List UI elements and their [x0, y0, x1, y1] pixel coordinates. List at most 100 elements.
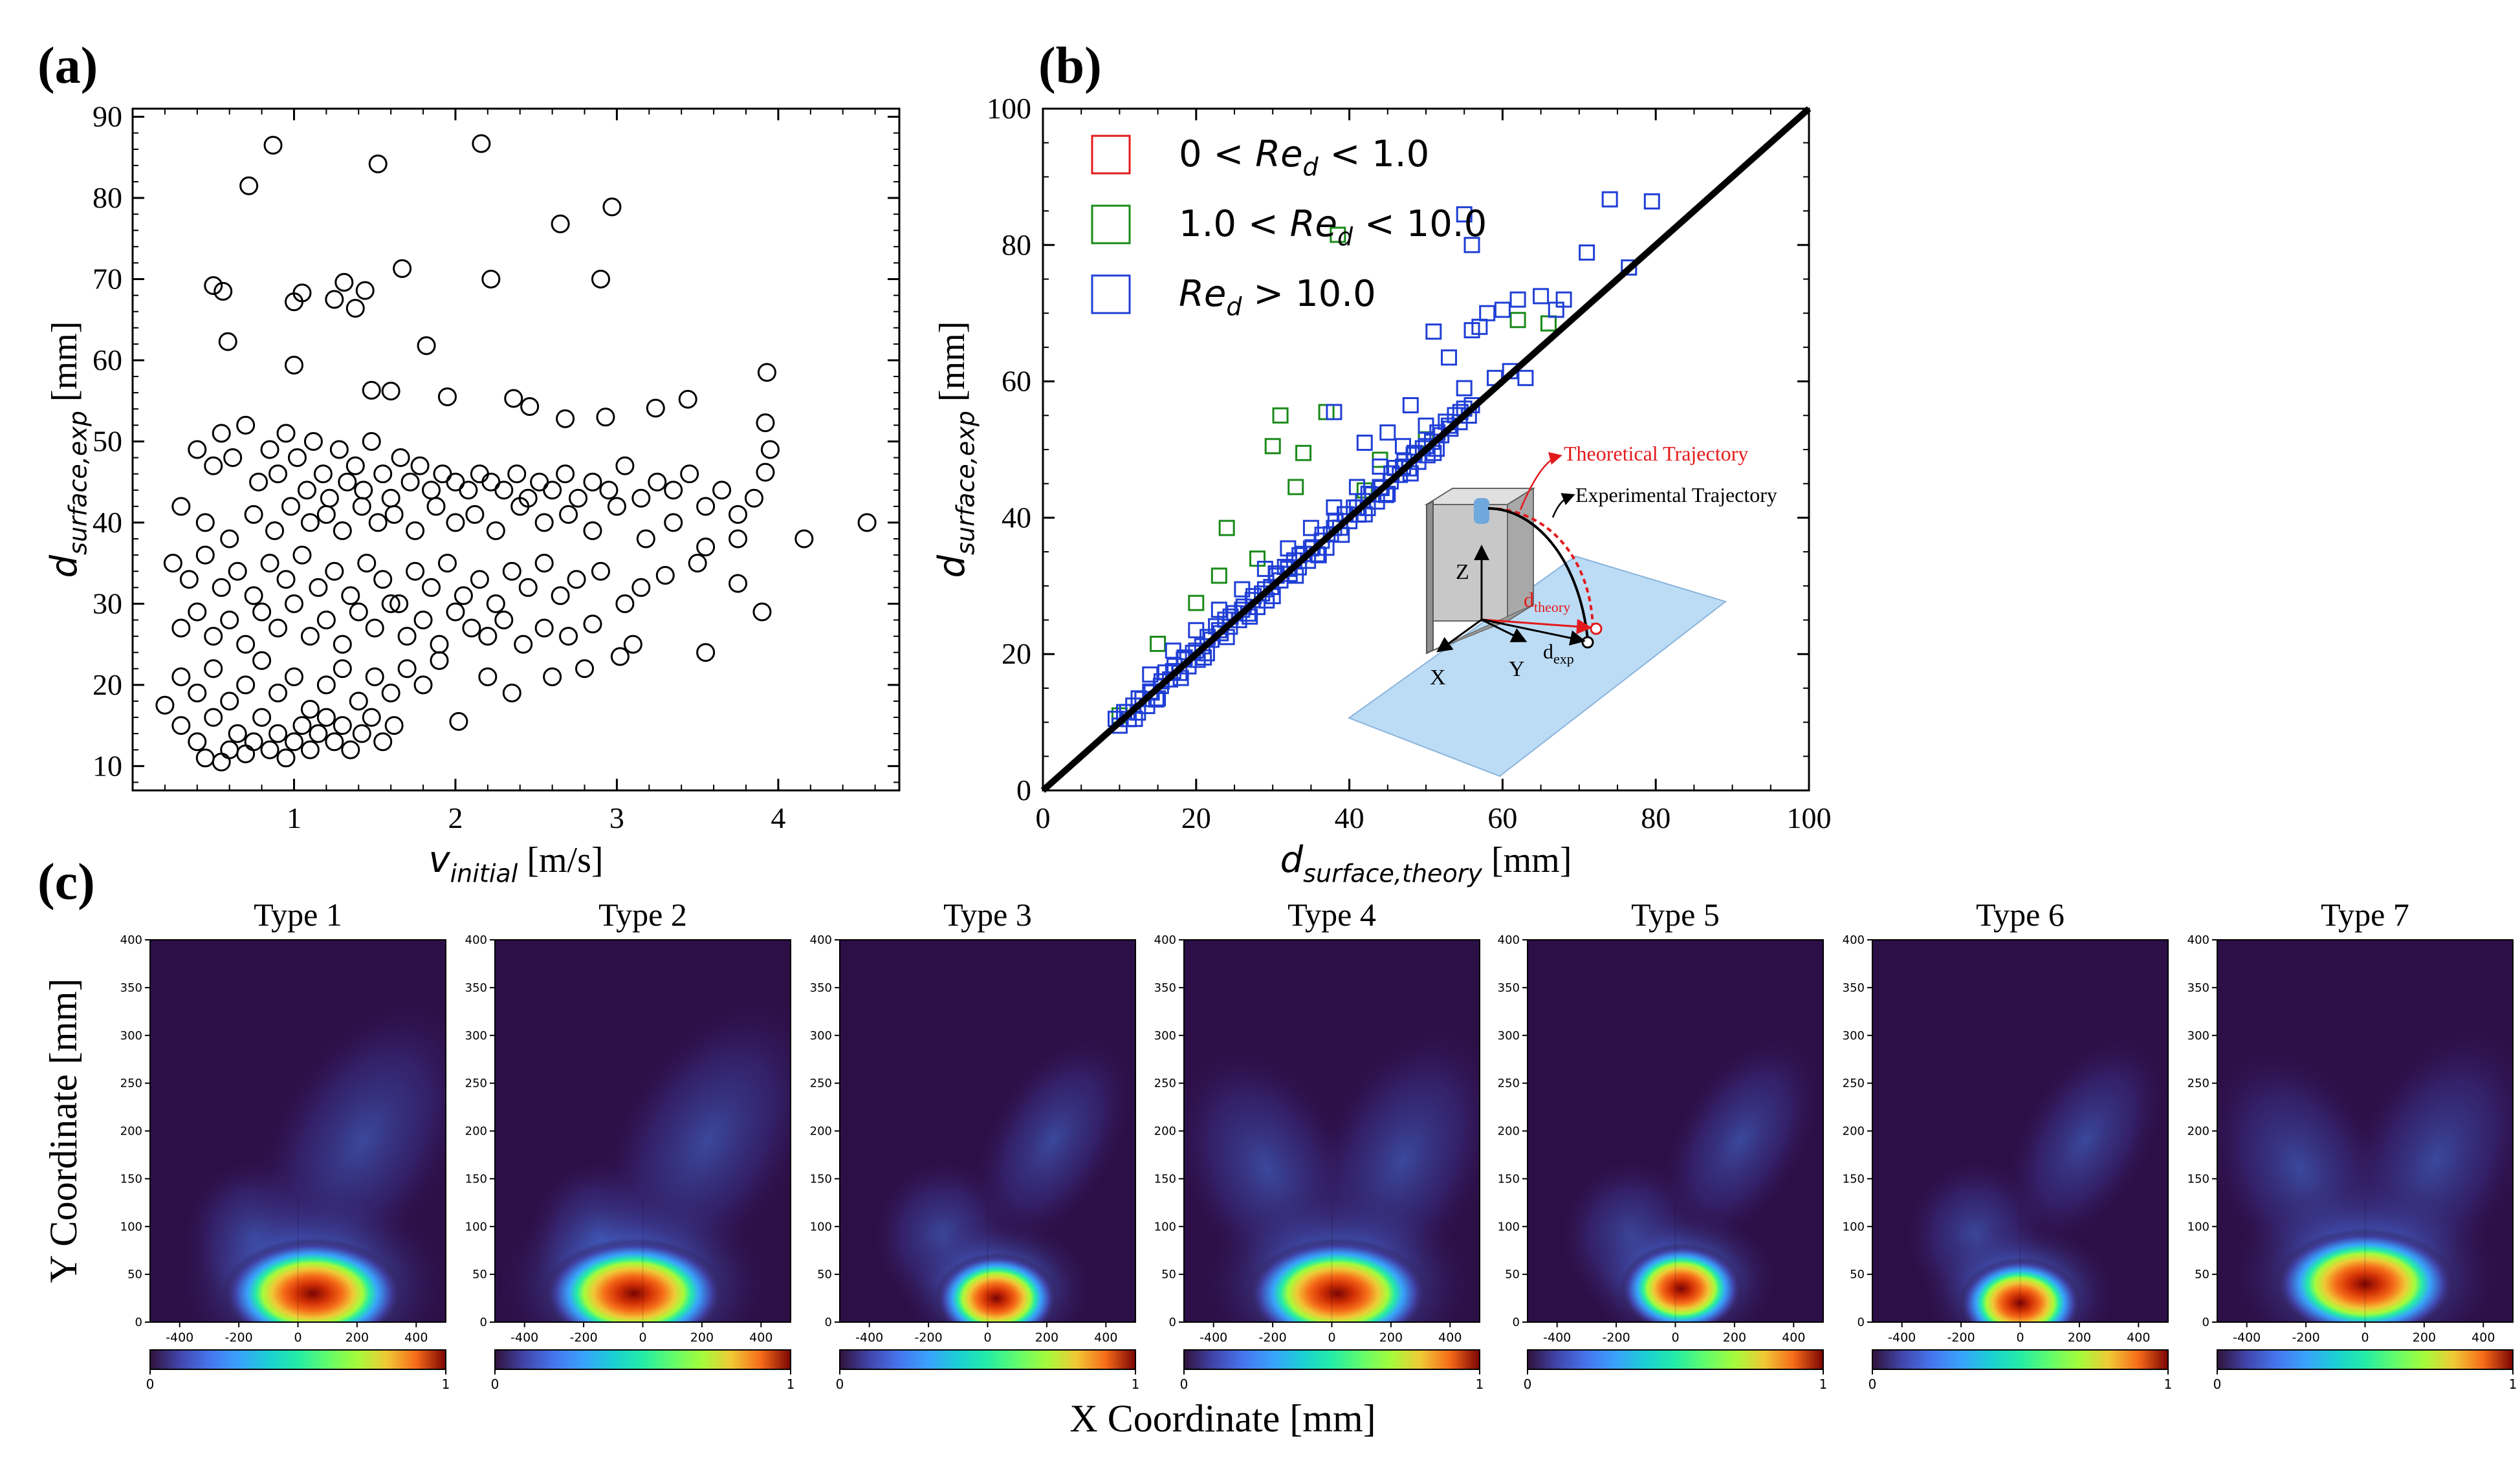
data-point — [188, 683, 207, 702]
data-point — [631, 488, 651, 508]
data-point — [325, 732, 344, 752]
y-tick-label: 90 — [93, 100, 122, 133]
y-tick-label: 100 — [1843, 1220, 1865, 1233]
y-tick-label: 40 — [93, 506, 122, 539]
data-point — [1211, 567, 1227, 584]
y-tick-label: 200 — [2187, 1125, 2209, 1138]
panel-label-c: (c) — [38, 854, 95, 911]
data-point — [1188, 594, 1205, 611]
data-point — [345, 299, 365, 318]
data-point — [220, 611, 239, 629]
data-point — [567, 570, 586, 589]
theoretical-landing-point — [1590, 622, 1603, 635]
data-point — [596, 408, 615, 427]
x-tick-label: 200 — [1379, 1331, 1403, 1345]
data-point — [1142, 666, 1159, 683]
data-point — [1302, 519, 1319, 536]
data-point — [195, 513, 215, 532]
data-point — [252, 651, 272, 670]
data-point — [214, 281, 233, 301]
x-tick-label: 400 — [2471, 1331, 2495, 1345]
data-point — [300, 740, 320, 759]
data-point — [1272, 407, 1289, 424]
y-tick-label: 400 — [1843, 933, 1865, 947]
heatmap-title: Type 5 — [1631, 896, 1720, 933]
data-point — [470, 570, 489, 589]
data-point — [333, 521, 352, 540]
data-point — [220, 740, 239, 759]
data-point — [300, 627, 320, 646]
y-tick-label: 150 — [1843, 1172, 1865, 1186]
data-point — [381, 594, 400, 613]
data-point — [292, 283, 312, 303]
data-point — [514, 635, 533, 654]
x-tick-label: -400 — [510, 1331, 538, 1345]
data-point — [486, 521, 505, 540]
data-point — [349, 602, 368, 622]
y-tick-label: 60 — [93, 343, 122, 376]
data-point — [510, 497, 530, 516]
data-point — [171, 497, 191, 516]
y-tick-label: 60 — [1002, 365, 1031, 398]
data-point — [406, 521, 425, 540]
data-point — [287, 448, 307, 468]
data-point — [171, 667, 191, 686]
data-point — [381, 382, 400, 401]
x-axis-arrow — [1436, 618, 1482, 653]
d-theory-arrow — [1482, 618, 1592, 635]
data-point — [1479, 305, 1496, 321]
data-point — [1425, 323, 1442, 340]
y-axis-label: dsurface,exp [mm] — [931, 321, 980, 578]
heatmap-type-6: -400 -200 0 200 400 0 50 100 150 200 250 300 350 400 T… — [1843, 896, 2173, 1392]
data-point — [352, 724, 371, 743]
y-tick-label: 150 — [1498, 1172, 1520, 1186]
x-tick-label: 100 — [1787, 801, 1832, 834]
data-point — [188, 602, 207, 622]
data-point — [260, 554, 279, 573]
y-tick-label: 80 — [93, 181, 122, 214]
data-point — [276, 570, 296, 589]
data-point — [569, 488, 588, 508]
data-point — [610, 647, 630, 666]
data-point — [341, 586, 360, 605]
data-point — [325, 561, 344, 581]
data-point — [406, 561, 425, 581]
x-tick-label: -400 — [2233, 1331, 2261, 1345]
legend-label: Red > 10.0 — [1179, 273, 1376, 321]
data-point — [559, 627, 578, 646]
y-tick-label: 300 — [1498, 1029, 1520, 1043]
data-point — [417, 336, 436, 355]
data-point — [1402, 397, 1419, 413]
data-point — [297, 481, 316, 500]
data-point — [163, 554, 182, 573]
data-point — [502, 561, 521, 581]
data-point — [1287, 479, 1304, 495]
legend: 0 < Red < 1.0 1.0 < Red < 10.0 Red > 10.0 — [1091, 133, 1487, 321]
data-point — [631, 578, 651, 597]
y-tick-label: 350 — [1843, 981, 1865, 995]
colorbar-tick-label: 0 — [1868, 1376, 1877, 1392]
data-point — [373, 464, 393, 484]
y-tick-label: 400 — [120, 933, 142, 947]
data-point — [1150, 635, 1167, 652]
y-tick-label: 400 — [1154, 933, 1176, 947]
heatmap-type-7: -400 -200 0 200 400 0 50 100 150 200 250 300 350 400 T… — [2187, 896, 2517, 1392]
heat-core — [1619, 1243, 1743, 1322]
data-point — [333, 635, 352, 654]
x-axis-label: vinitial [m/s] — [428, 839, 603, 888]
data-point — [551, 214, 570, 234]
panel-label-a: (a) — [38, 38, 98, 94]
data-point — [607, 497, 626, 516]
x-tick-label: 400 — [2127, 1331, 2150, 1345]
x-tick-label: 0 — [2016, 1331, 2024, 1345]
data-point — [334, 273, 354, 292]
data-point — [281, 497, 300, 516]
data-point — [615, 456, 635, 475]
data-point — [502, 683, 521, 702]
data-point — [341, 740, 360, 759]
y-tick-label: 250 — [810, 1077, 832, 1091]
data-point — [1264, 438, 1281, 455]
data-point — [373, 732, 393, 752]
data-point — [422, 481, 441, 500]
y-tick-label: 300 — [1843, 1029, 1865, 1043]
